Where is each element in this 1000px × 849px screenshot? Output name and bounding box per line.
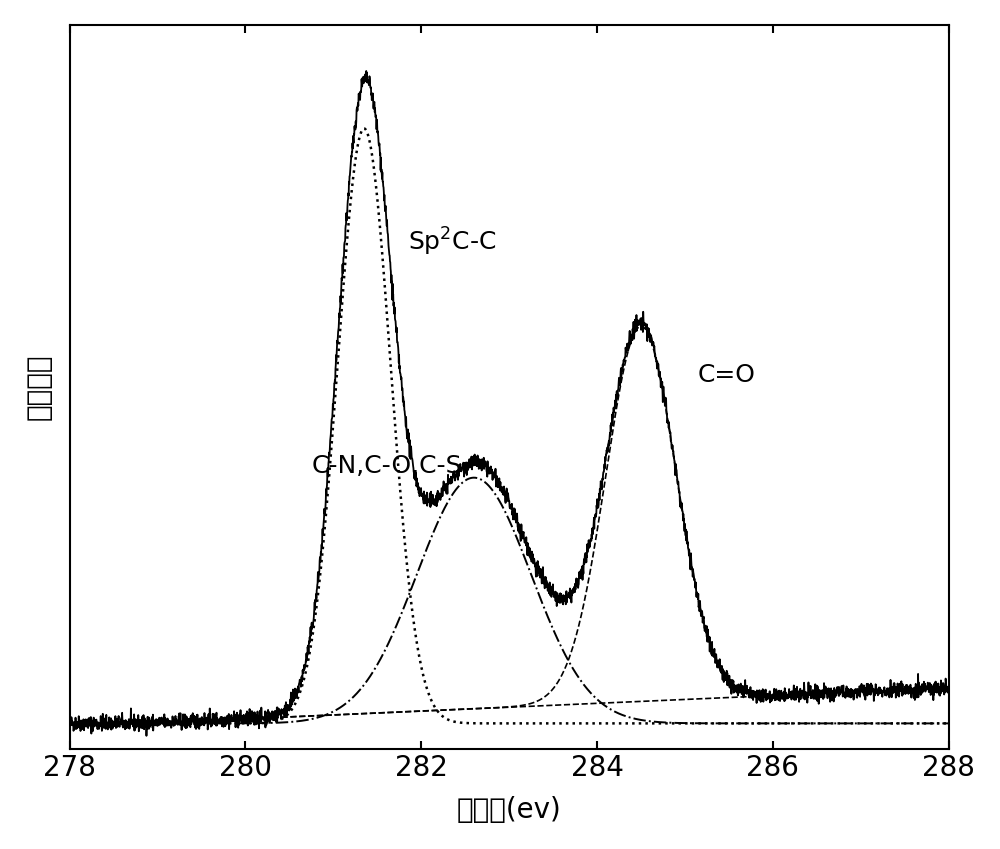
Text: Sp$^2$C-C: Sp$^2$C-C bbox=[408, 226, 496, 258]
Text: C-N,C-O,C-S: C-N,C-O,C-S bbox=[311, 453, 462, 478]
X-axis label: 结合能(ev): 结合能(ev) bbox=[457, 796, 561, 824]
Y-axis label: 相对强度: 相对强度 bbox=[25, 354, 53, 420]
Text: C=O: C=O bbox=[698, 363, 756, 387]
